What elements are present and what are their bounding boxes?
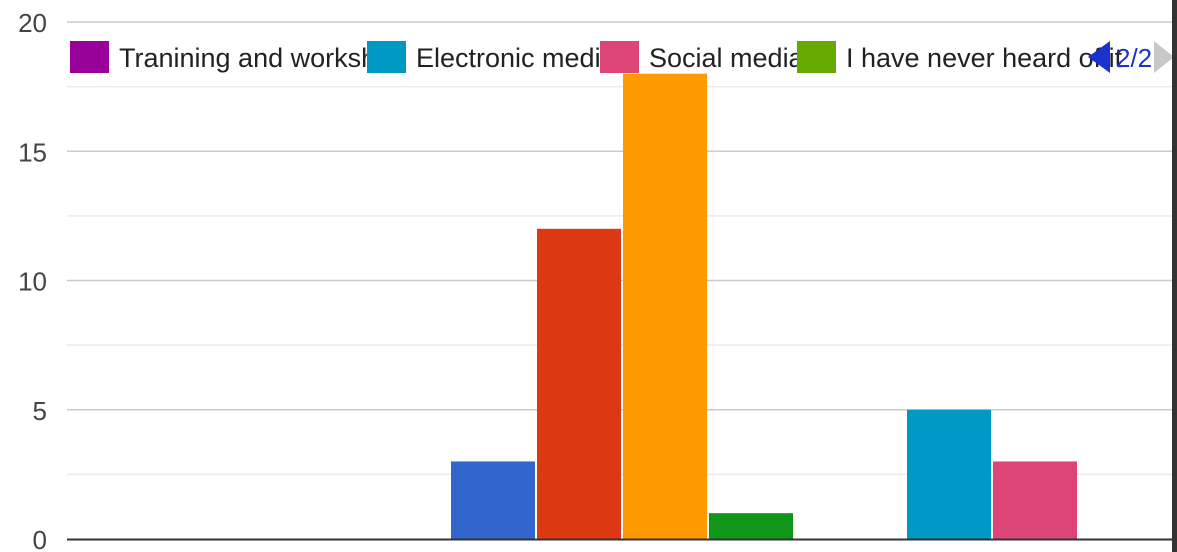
- grid-lines: [67, 21, 1177, 476]
- y-tick-label: 20: [18, 8, 47, 38]
- legend-swatch: [367, 41, 406, 73]
- legend-label: Tranining and worksh...: [119, 43, 399, 73]
- legend-swatch: [70, 41, 109, 73]
- bar[interactable]: [623, 73, 707, 539]
- legend-label: Social media: [649, 43, 805, 73]
- bar[interactable]: [907, 409, 991, 539]
- y-tick-label: 5: [33, 396, 47, 426]
- legend-next-arrow-icon[interactable]: [1154, 41, 1174, 73]
- legend-label: Electronic media: [416, 43, 617, 73]
- bars: [451, 73, 1077, 540]
- y-tick-label: 10: [18, 267, 47, 297]
- legend-swatch: [797, 41, 836, 73]
- bar[interactable]: [451, 461, 535, 539]
- bar[interactable]: [993, 461, 1077, 539]
- right-edge-border: [1172, 0, 1177, 552]
- legend-pager: 2/2: [1088, 41, 1174, 73]
- legend: Tranining and worksh... Electronic media S…: [70, 41, 1123, 73]
- legend-label: I have never heard of it: [846, 43, 1123, 73]
- bar[interactable]: [709, 513, 793, 539]
- legend-prev-arrow-icon[interactable]: [1088, 41, 1110, 73]
- legend-page-indicator: 2/2: [1116, 43, 1152, 73]
- legend-swatch: [600, 41, 639, 73]
- bar[interactable]: [537, 228, 621, 540]
- y-tick-label: 15: [18, 137, 47, 167]
- y-axis-ticks: 0 5 10 15 20: [18, 8, 47, 552]
- y-tick-label: 0: [33, 525, 47, 552]
